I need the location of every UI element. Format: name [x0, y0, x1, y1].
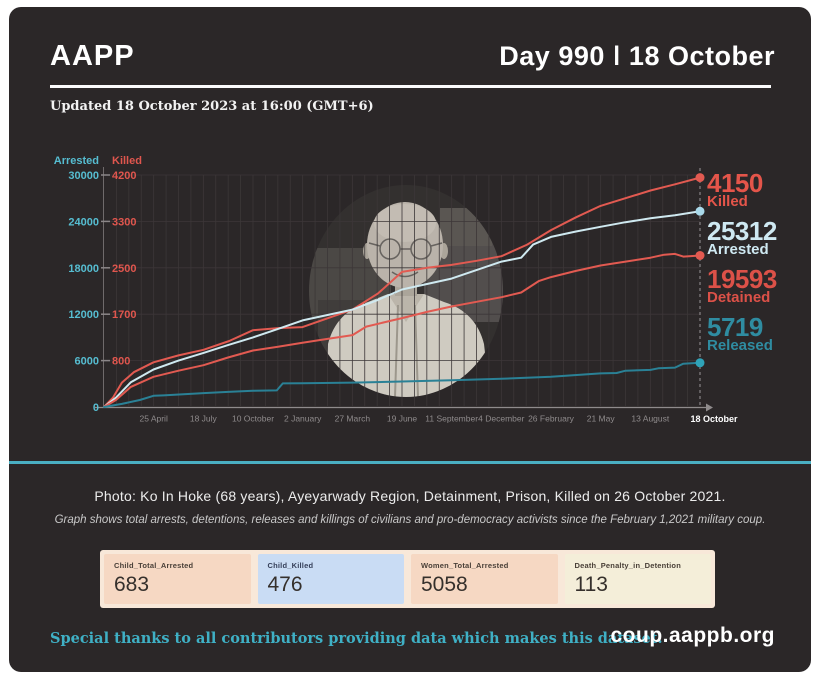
- end-label-value: 5719: [707, 312, 763, 342]
- section-divider-line: [9, 461, 811, 464]
- photo-caption: Photo: Ko In Hoke (68 years), Ayeyarwady…: [94, 488, 726, 504]
- portrait-photo: [309, 185, 503, 397]
- right-axis-title: Killed: [112, 155, 142, 167]
- day-counter-title: Day 990 ǀ 18 October: [499, 41, 775, 71]
- stats-strip: Child_Total_Arrested 683 Child_Killed 47…: [100, 550, 715, 608]
- stat-card-child-killed: Child_Killed 476: [257, 554, 404, 604]
- website-url: coup.aappb.org: [610, 624, 775, 647]
- right-axis-tick: 1700: [112, 309, 136, 321]
- series-arrested-line: [103, 210, 701, 408]
- x-axis-tick-label: 13 August: [631, 414, 669, 424]
- end-label-name: Released: [707, 337, 773, 354]
- left-axis-title: Arrested: [54, 155, 99, 167]
- stat-card-death-penalty-in-detention: Death_Penalty_in_Detention 113: [564, 554, 711, 604]
- left-axis-tick: 18000: [68, 263, 99, 275]
- thanks-note: Special thanks to all contributors provi…: [50, 630, 663, 647]
- end-label-value: 19593: [707, 264, 777, 294]
- x-label-current-date: 18 October: [690, 414, 738, 424]
- right-axis-tick: 800: [112, 356, 130, 368]
- x-axis-labels: 25 April 18 July 10 October 2 January 27 Mar…: [139, 414, 738, 425]
- header-divider-line: [50, 85, 771, 88]
- stat-value: 476: [267, 573, 303, 596]
- right-axis-tick: 2500: [112, 263, 136, 275]
- x-axis-tick-label: 11 September: [425, 414, 478, 424]
- right-axis-tick: 4200: [112, 170, 136, 182]
- x-axis-tick-label: 25 April: [139, 414, 167, 424]
- series-arrested-end-dot: [695, 206, 705, 216]
- chart-axes: Arrested Killed 30000 24000 18000 12000 6000 0 4…: [54, 155, 713, 414]
- stat-card-child-total-arrested: Child_Total_Arrested 683: [104, 554, 251, 604]
- series-killed-line: [103, 176, 701, 408]
- left-axis-tick: 12000: [68, 309, 99, 321]
- stat-label: Women_Total_Arrested: [421, 561, 509, 570]
- updated-timestamp: Updated 18 October 2023 at 16:00 (GMT+6): [50, 99, 374, 114]
- series-killed-end-dot: [695, 173, 705, 183]
- brand-title: AAPP: [50, 40, 135, 72]
- x-axis-tick-label: 10 October: [232, 414, 274, 424]
- stat-label: Child_Killed: [267, 561, 314, 570]
- end-label-name: Detained: [707, 289, 770, 306]
- series-released-end-dot: [695, 358, 705, 368]
- stat-value: 113: [574, 573, 608, 596]
- chart-grid: [104, 174, 700, 406]
- stat-card-women-total-arrested: Women_Total_Arrested 5058: [411, 554, 558, 604]
- line-chart: Arrested Killed 30000 24000 18000 12000 6000 0 4…: [54, 155, 778, 425]
- x-axis-tick-label: 27 March: [335, 414, 371, 424]
- infographic-card: AAPP Day 990 ǀ 18 October Updated 18 Oct…: [9, 7, 811, 672]
- end-label-name: Killed: [707, 193, 748, 210]
- x-axis-tick-label: 26 February: [528, 414, 575, 424]
- x-axis-tick-label: 19 June: [387, 414, 418, 424]
- x-axis-tick-label: 18 July: [190, 414, 218, 424]
- end-label-value: 4150: [707, 168, 763, 198]
- left-axis-tick-zero: 0: [93, 402, 99, 414]
- stat-label: Death_Penalty_in_Detention: [574, 561, 681, 570]
- end-label-value: 25312: [707, 216, 777, 246]
- stat-value: 683: [114, 573, 150, 596]
- x-axis-tick-label: 4 December: [478, 414, 524, 424]
- series-detained-line: [103, 252, 701, 408]
- graph-note: Graph shows total arrests, detentions, r…: [54, 514, 766, 526]
- left-axis-tick: 24000: [68, 216, 99, 228]
- x-axis-tick-label: 2 January: [284, 414, 322, 424]
- end-label-name: Arrested: [707, 241, 769, 258]
- left-axis-tick: 6000: [75, 356, 99, 368]
- series-detained-end-dot: [695, 250, 705, 260]
- right-axis-tick: 3300: [112, 216, 136, 228]
- series-released-line: [103, 361, 701, 408]
- stat-label: Child_Total_Arrested: [114, 561, 194, 570]
- left-axis-tick: 30000: [68, 170, 99, 182]
- x-axis-tick-label: 21 May: [587, 414, 616, 424]
- stat-value: 5058: [421, 573, 468, 596]
